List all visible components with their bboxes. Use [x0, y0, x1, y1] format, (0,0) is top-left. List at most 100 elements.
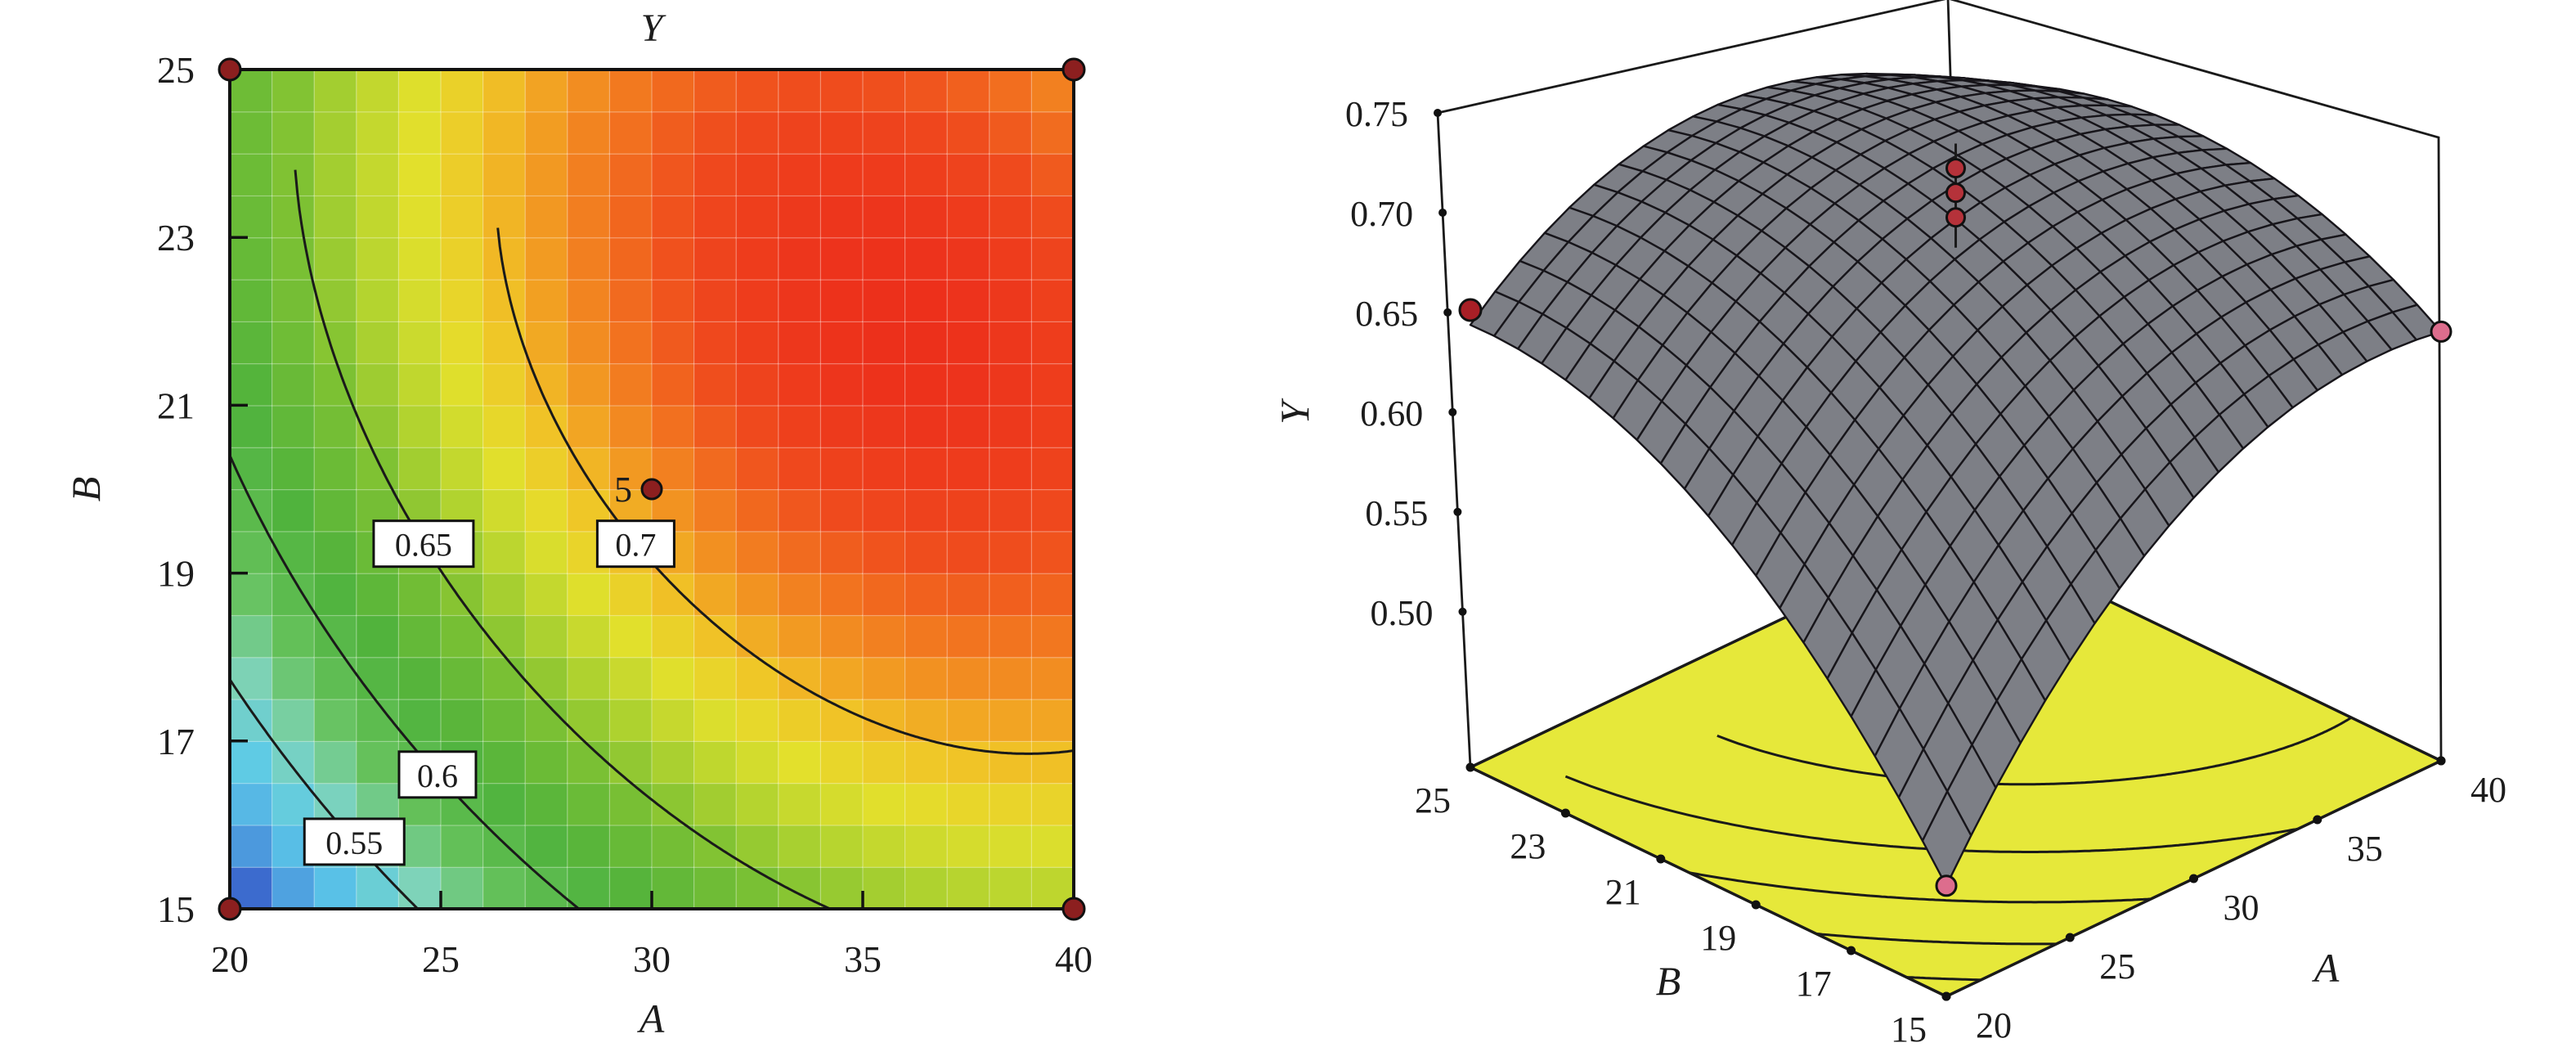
heatmap-cell	[651, 236, 695, 281]
floor-contour-0.6	[1689, 871, 2151, 904]
heatmap-cell	[397, 278, 442, 323]
contour-plot-panel: 20 25 30 35 40 25 23 21 19 17 15 0.55 0.6 0.65 0.7 5 Y A B	[63, 7, 1093, 1041]
heatmap-cell	[1030, 110, 1075, 155]
heatmap-cell	[482, 824, 527, 868]
heatmap-cell	[272, 153, 316, 197]
heatmap-cell	[989, 740, 1033, 785]
heatmap-cell	[567, 572, 611, 617]
heatmap-cell	[904, 195, 949, 239]
heatmap-cell	[735, 404, 780, 448]
design-point-corner	[1061, 897, 1086, 921]
heatmap-cell	[862, 321, 906, 365]
z-axis-tick-dot	[1453, 507, 1462, 516]
b-tick-label: 21	[1605, 872, 1641, 912]
heatmap-cell	[862, 278, 906, 323]
heatmap-cell	[313, 195, 358, 239]
heatmap-cell	[651, 866, 695, 910]
heatmap-cell	[313, 866, 358, 910]
heatmap-cell	[229, 740, 273, 785]
z-axis-tick-dot	[1443, 308, 1452, 317]
heatmap-cell	[229, 153, 273, 197]
contour-line-0.7	[496, 227, 1075, 755]
heatmap-cell	[651, 278, 695, 323]
heatmap-cell	[567, 195, 611, 239]
heatmap-cell	[778, 530, 822, 574]
heatmap-cell	[567, 110, 611, 155]
heatmap-cell	[819, 530, 864, 574]
heatmap-cell	[440, 824, 484, 868]
heatmap-cell	[1030, 153, 1075, 197]
heatmap-cell	[651, 153, 695, 197]
heatmap-cell	[778, 362, 822, 407]
heatmap-cell	[946, 447, 990, 491]
heatmap-cell	[608, 236, 653, 281]
heatmap-cell	[735, 110, 780, 155]
heatmap-cell	[440, 110, 484, 155]
contour-line-0.55	[228, 678, 419, 910]
heatmap-cell	[482, 614, 527, 659]
heatmap-cell	[229, 236, 273, 281]
floor-contour-0.5	[1906, 976, 1981, 982]
heatmap-cell	[524, 782, 569, 826]
heatmap-cell	[608, 110, 653, 155]
heatmap-cell	[946, 236, 990, 281]
heatmap-cell	[229, 656, 273, 700]
contour-label-rect	[372, 519, 475, 569]
contour-label-text: 0.6	[417, 758, 458, 794]
z-tick-label: 0.50	[1370, 593, 1433, 633]
heatmap-cell	[356, 321, 400, 365]
heatmap-cell	[989, 195, 1033, 239]
contour-label-text: 0.7	[615, 527, 656, 564]
heatmap-cell	[313, 404, 358, 448]
heatmap-cell	[778, 321, 822, 365]
heatmap-cell	[440, 278, 484, 323]
heatmap-cell	[524, 404, 569, 448]
y-tick-label: 21	[157, 384, 195, 426]
heatmap-cell	[735, 572, 780, 617]
heatmap-cell	[693, 404, 738, 448]
heatmap-cell	[989, 362, 1033, 407]
heatmap-cell	[272, 866, 316, 910]
heatmap-cell	[397, 362, 442, 407]
heatmap-cell	[272, 69, 316, 113]
heatmap-cell	[1030, 824, 1075, 868]
heatmap-cell	[862, 782, 906, 826]
heatmap-cell	[946, 572, 990, 617]
heatmap-cell	[651, 698, 695, 743]
heatmap-cell	[735, 278, 780, 323]
heatmap-cell	[1030, 447, 1075, 491]
heatmap-cell	[904, 614, 949, 659]
heatmap-cell	[272, 195, 316, 239]
heatmap-cell	[693, 740, 738, 785]
b-tick-label: 17	[1796, 964, 1832, 1004]
heatmap-cell	[651, 404, 695, 448]
heatmap-cell	[229, 278, 273, 323]
heatmap-cell	[229, 404, 273, 448]
heatmap-cell	[397, 404, 442, 448]
heatmap-cell	[608, 321, 653, 365]
x-tick-label: 25	[422, 938, 460, 980]
b-tick-label: 15	[1891, 1009, 1927, 1050]
b-tick-label: 19	[1700, 918, 1736, 958]
heatmap-cell	[693, 69, 738, 113]
heatmap-cell	[272, 447, 316, 491]
heatmap-cell	[1030, 362, 1075, 407]
heatmap-cell	[693, 530, 738, 574]
heatmap-cell	[819, 69, 864, 113]
heatmap-cell	[819, 698, 864, 743]
heatmap-cell	[778, 278, 822, 323]
center-design-point	[1945, 182, 1966, 204]
heatmap-cell	[778, 782, 822, 826]
b-axis-tick-dot	[1656, 854, 1666, 864]
heatmap-cell	[397, 447, 442, 491]
heatmap-cell	[356, 110, 400, 155]
heatmap-cell	[693, 195, 738, 239]
heatmap-cell	[272, 488, 316, 533]
box-top-edges	[1437, 0, 2443, 762]
heatmap-cell	[862, 530, 906, 574]
heatmap-cell	[440, 866, 484, 910]
heatmap-cell	[482, 362, 527, 407]
heatmap-cell	[946, 740, 990, 785]
contour-label-box: 0.55	[303, 817, 406, 866]
heatmap-cell	[989, 488, 1033, 533]
